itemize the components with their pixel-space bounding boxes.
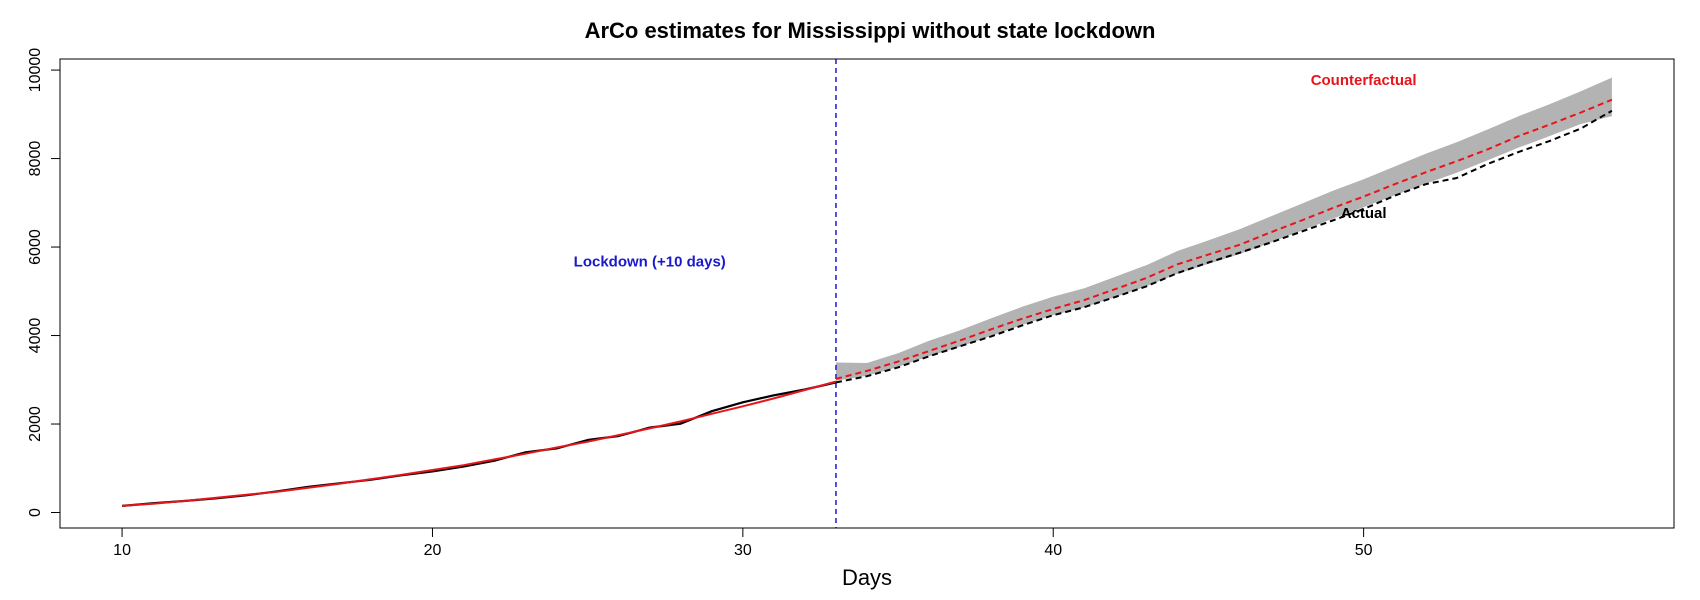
- x-axis: 10 20 30 40 50: [113, 527, 1373, 559]
- y-tick-label: 8000: [27, 141, 44, 177]
- counterfactual-label: Counterfactual: [1311, 72, 1417, 89]
- y-axis: 0 2000 4000 6000 8000 10000: [27, 48, 61, 517]
- annotations: Lockdown (+10 days) Counterfactual Actual: [574, 72, 1417, 270]
- y-tick-label: 2000: [27, 406, 44, 442]
- chart-title: ArCo estimates for Mississippi without s…: [585, 18, 1156, 43]
- confidence-band: [836, 77, 1612, 381]
- x-tick-label: 50: [1355, 542, 1373, 559]
- plot-area: [122, 59, 1613, 528]
- counterfactual-post-line: [835, 98, 1613, 380]
- actual-post-line: [835, 109, 1613, 384]
- counterfactual-pre-line: [122, 380, 837, 507]
- actual-label: Actual: [1341, 205, 1387, 222]
- plot-frame: [59, 58, 1675, 529]
- x-tick-label: 10: [113, 542, 131, 559]
- y-tick-label: 10000: [27, 48, 44, 93]
- actual-pre-line: [122, 381, 837, 507]
- x-tick-label: 30: [734, 542, 752, 559]
- x-tick-label: 40: [1044, 542, 1062, 559]
- y-tick-label: 4000: [27, 318, 44, 354]
- x-axis-title: Days: [842, 565, 892, 590]
- y-tick-label: 0: [27, 508, 44, 517]
- lockdown-annotation: Lockdown (+10 days): [574, 253, 726, 270]
- y-tick-label: 6000: [27, 229, 44, 265]
- x-tick-label: 20: [424, 542, 442, 559]
